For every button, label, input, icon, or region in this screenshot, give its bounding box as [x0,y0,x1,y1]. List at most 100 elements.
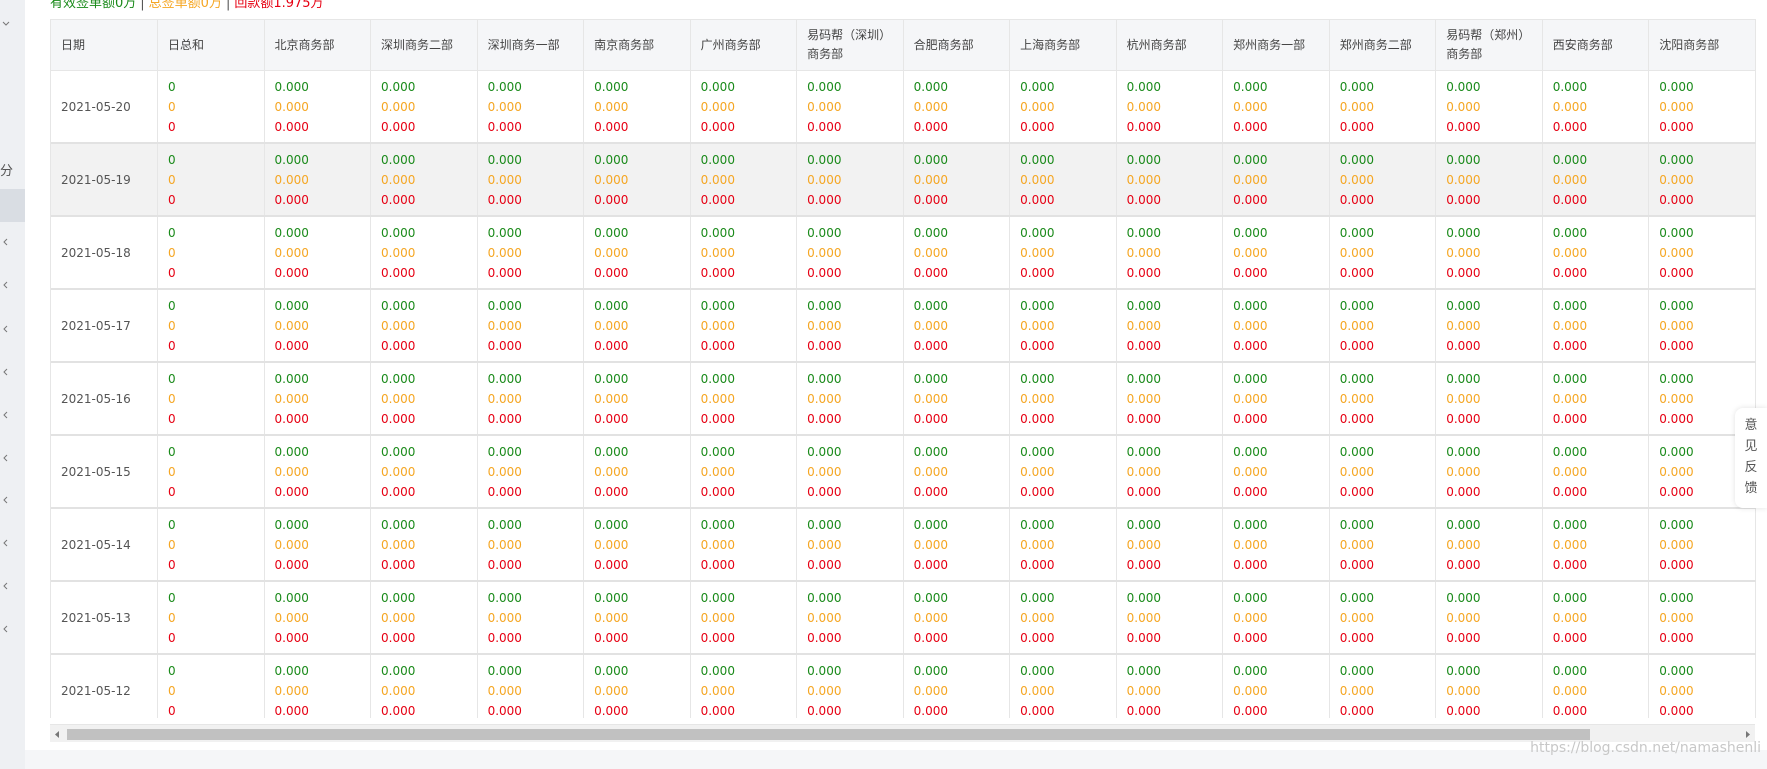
cell-value: 0.000 [1233,298,1268,313]
value-cell: 0 0 0 [157,143,265,217]
cell-value: 0 [168,517,176,532]
cell-value: 0.000 [381,411,416,426]
cell-value: 0.000 [807,245,842,260]
cell-value: 0.000 [1233,225,1268,240]
cell-value: 0.000 [1446,245,1481,260]
cell-value: 0.000 [1659,484,1694,499]
cell-value: 0.000 [274,99,309,114]
data-table: 日期 日总和 北京商务部 深圳商务二部 深圳商务一部 南京商务部 广州商务部 易码帮（深圳）商… [51,20,1756,718]
cell-value: 0.000 [381,464,416,479]
chevron-icon[interactable] [3,454,8,462]
cell-value: 0.000 [594,444,629,459]
value-cell: 0.000 0.000 0.000 [583,143,691,217]
value-cell: 0.000 0.000 0.000 [1116,289,1224,363]
sidebar-label: 分 [0,164,14,179]
value-cell: 0.000 0.000 0.000 [1329,362,1437,436]
table-container: 日期 日总和 北京商务部 深圳商务二部 深圳商务一部 南京商务部 广州商务部 易码帮（深圳）商… [50,19,1756,718]
date-cell: 2021-05-17 [51,289,159,363]
table-row[interactable]: 2021-05-13 0 0 0 0.000 0.000 0.000 0.000 0.000 0.… [51,581,1756,655]
value-cell: 0.000 0.000 0.000 [1116,70,1224,144]
cell-value: 0.000 [274,265,309,280]
date-cell: 2021-05-20 [51,70,159,144]
column-header: 上海商务部 [1009,20,1117,71]
cell-value: 0.000 [1126,484,1162,499]
cell-value: 0.000 [1446,265,1481,280]
horizontal-scrollbar[interactable] [50,724,1755,742]
cell-value: 0.000 [1126,245,1162,260]
cell-value: 0.000 [1552,444,1588,459]
table-row[interactable]: 2021-05-15 0 0 0 0.000 0.000 0.000 0.000 0.000 0.… [51,435,1756,509]
column-header: 日期 [51,20,159,71]
table-row[interactable]: 2021-05-20 0 0 0 0.000 0.000 0.000 0.000 0.000 0.… [51,70,1756,144]
feedback-button[interactable]: 意见反馈 [1735,408,1767,508]
value-cell: 0.000 0.000 0.000 [1009,216,1117,290]
cell-value: 0.000 [913,298,948,313]
column-header: 南京商务部 [583,20,691,71]
chevron-icon[interactable] [2,21,10,26]
chevron-icon[interactable] [3,496,8,504]
value-cell: 0.000 0.000 0.000 [583,508,691,582]
value-cell: 0.000 0.000 0.000 [583,435,691,509]
value-cell: 0.000 0.000 0.000 [903,216,1011,290]
chevron-icon[interactable] [3,325,8,333]
cell-value: 0.000 [1659,683,1694,698]
value-cell: 0.000 0.000 0.000 [903,362,1011,436]
cell-value: 0.000 [381,265,416,280]
cell-value: 0.000 [807,371,842,386]
value-cell: 0.000 0.000 0.000 [583,581,691,655]
value-cell: 0.000 0.000 0.000 [1009,654,1117,718]
cell-value: 0.000 [274,152,309,167]
value-cell: 0.000 0.000 0.000 [796,508,904,582]
cell-value: 0.000 [381,391,416,406]
cell-value: 0.000 [1126,192,1162,207]
cell-value: 0.000 [1446,192,1481,207]
value-cell: 0.000 0.000 0.000 [1009,581,1117,655]
chevron-icon[interactable] [3,625,8,633]
feedback-text[interactable]: 意见反馈 [1744,418,1758,496]
table-row[interactable]: 2021-05-18 0 0 0 0.000 0.000 0.000 0.000 0.000 0.… [51,216,1756,290]
table-row[interactable]: 2021-05-14 0 0 0 0.000 0.000 0.000 0.000 0.000 0.… [51,508,1756,582]
cell-value: 0.000 [1659,318,1694,333]
cell-value: 0.000 [487,663,522,678]
summary-separator: | [225,0,231,11]
cell-value: 0.000 [1020,152,1055,167]
chevron-icon[interactable] [3,368,8,376]
table-row[interactable]: 2021-05-19 0 0 0 0.000 0.000 0.000 0.000 0.000 0.… [51,143,1756,217]
value-cell: 0 0 0 [157,362,265,436]
cell-value: 0.000 [1446,663,1481,678]
cell-value: 0 [168,99,176,114]
scroll-thumb[interactable] [67,729,1590,740]
cell-value: 0.000 [381,318,416,333]
chevron-icon[interactable] [3,539,8,547]
cell-value: 0.000 [1659,192,1694,207]
table-row[interactable]: 2021-05-17 0 0 0 0.000 0.000 0.000 0.000 0.000 0.… [51,289,1756,363]
cell-value: 0 [168,245,176,260]
cell-value: 0.000 [1659,557,1694,572]
value-cell: 0.000 0.000 0.000 [690,581,798,655]
cell-value: 0.000 [700,79,735,94]
sidebar-active-item[interactable] [0,189,25,222]
cell-value: 0.000 [807,663,842,678]
chevron-icon[interactable] [3,582,8,590]
cell-value: 0.000 [487,318,522,333]
cell-value: 0.000 [274,318,309,333]
cell-value: 0.000 [1020,444,1055,459]
chevron-icon[interactable] [3,238,8,246]
value-cell: 0.000 0.000 0.000 [690,508,798,582]
chevron-icon[interactable] [3,411,8,419]
cell-value: 0.000 [1552,590,1588,605]
chevron-icon[interactable] [3,281,8,289]
cell-value: 0.000 [594,192,629,207]
table-row[interactable]: 2021-05-12 0 0 0 0.000 0.000 0.000 0.000 0.000 0.… [51,654,1756,718]
table-row[interactable]: 2021-05-16 0 0 0 0.000 0.000 0.000 0.000 0.000 0.… [51,362,1756,436]
column-header-text: 西安商务部 [1552,37,1613,52]
cell-value: 0.000 [1126,683,1162,698]
cell-value: 0.000 [1020,371,1055,386]
cell-value: 0.000 [1020,265,1055,280]
cell-value: 0.000 [1552,79,1588,94]
cell-value: 0.000 [1126,298,1162,313]
cell-value: 0.000 [913,663,948,678]
cell-value: 0.000 [913,225,948,240]
cell-value: 0.000 [487,119,522,134]
cell-value: 0.000 [1233,484,1268,499]
